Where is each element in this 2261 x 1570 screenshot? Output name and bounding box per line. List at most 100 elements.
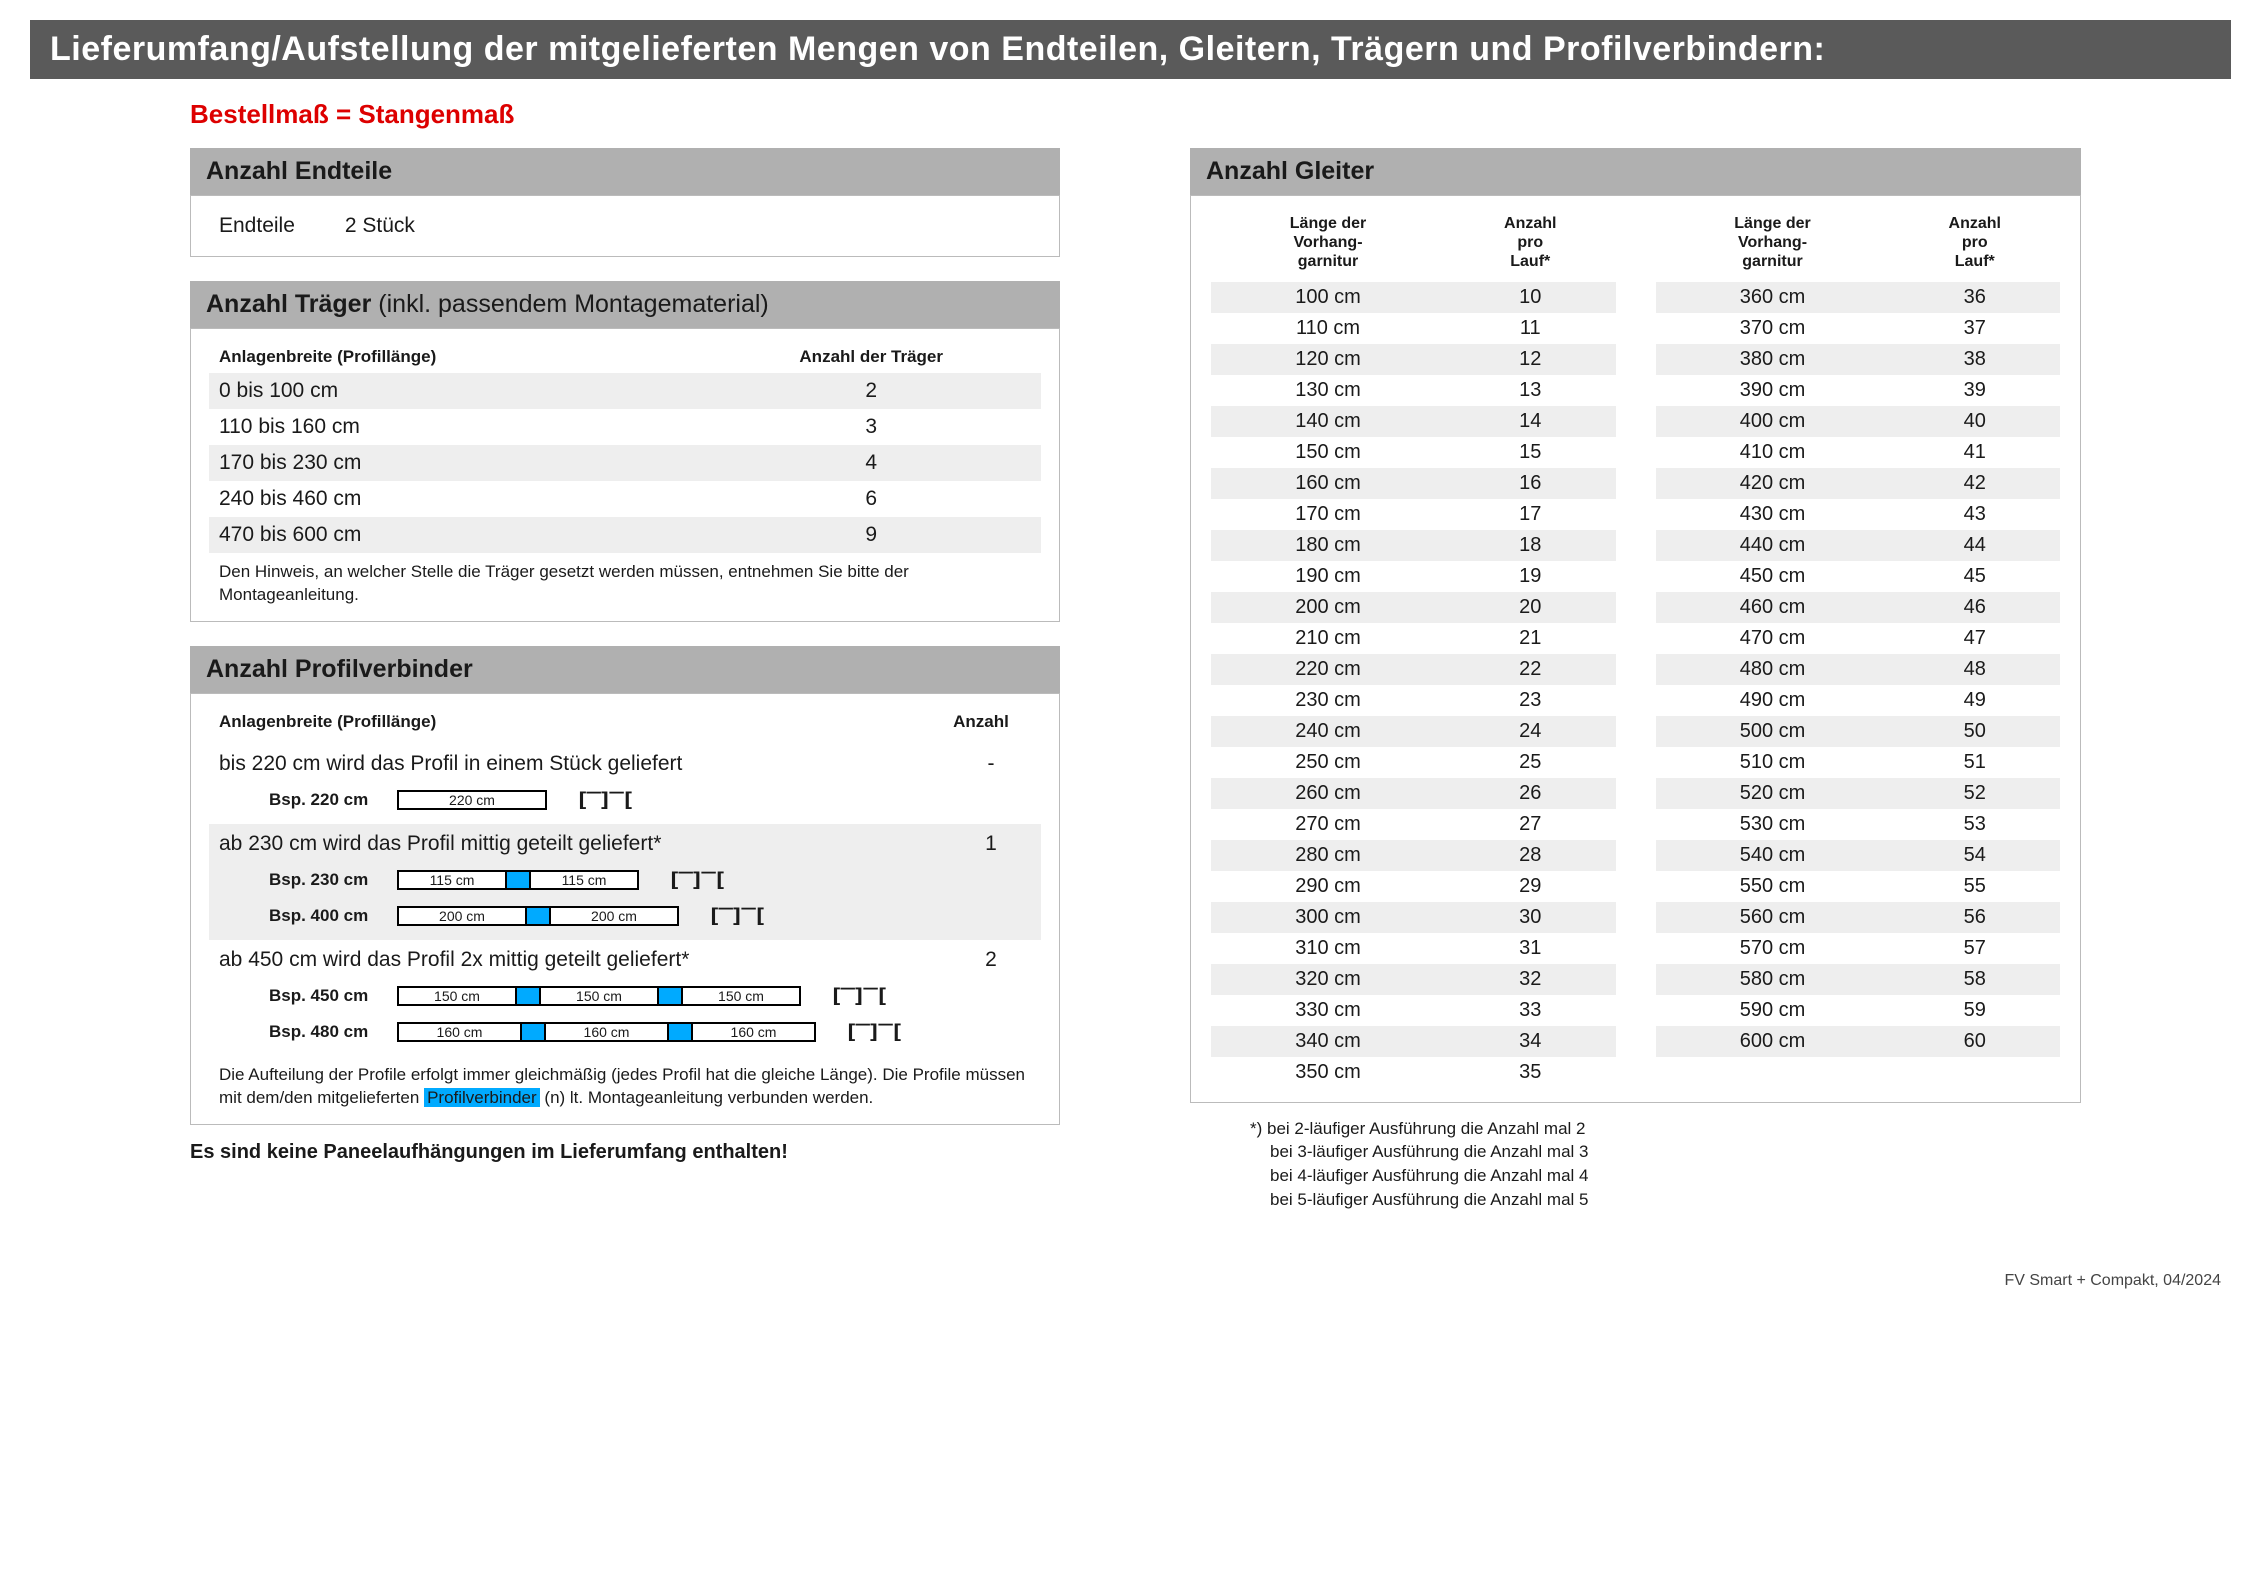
cell-length: 440 cm: [1656, 530, 1890, 561]
table-row: 260 cm26: [1211, 778, 1616, 809]
cell-length: 140 cm: [1211, 406, 1445, 437]
cell-length: 330 cm: [1211, 995, 1445, 1026]
table-row: 230 cm23: [1211, 685, 1616, 716]
table-row: 470 cm47: [1656, 623, 2061, 654]
profil-note-post: (n) lt. Montageanleitung verbunden werde…: [544, 1088, 873, 1107]
profil-segment: 160 cm: [544, 1022, 669, 1042]
cell-count: 50: [1890, 716, 2061, 747]
cell-range: 470 bis 600 cm: [209, 517, 701, 553]
profil-group-head: ab 230 cm wird das Profil mittig geteilt…: [219, 832, 661, 856]
cell-count: 13: [1445, 375, 1616, 406]
cell-length: 100 cm: [1211, 282, 1445, 313]
profil-group: bis 220 cm wird das Profil in einem Stüc…: [209, 744, 1041, 824]
profil-segment: 150 cm: [681, 986, 801, 1006]
table-row: 480 cm48: [1656, 654, 2061, 685]
cell-count: 27: [1445, 809, 1616, 840]
cell-count: 46: [1890, 592, 2061, 623]
profil-example: Bsp. 230 cm115 cm115 cm[‾]‾[: [219, 862, 1031, 898]
profil-segment: 150 cm: [539, 986, 659, 1006]
cell-count: 23: [1445, 685, 1616, 716]
cell-count: 53: [1890, 809, 2061, 840]
endteile-header: Anzahl Endteile: [190, 148, 1060, 195]
cell-count: 35: [1445, 1057, 1616, 1088]
table-row: 240 cm24: [1211, 716, 1616, 747]
profil-example-label: Bsp. 400 cm: [269, 906, 379, 926]
cell-count: 22: [1445, 654, 1616, 685]
cell-count: 45: [1890, 561, 2061, 592]
gleiter-table-left: Länge der Vorhang- garnitur Anzahl pro L…: [1211, 210, 1616, 1088]
cell-length: 340 cm: [1211, 1026, 1445, 1057]
cell-count: 21: [1445, 623, 1616, 654]
profil-segment: 150 cm: [397, 986, 517, 1006]
bracket-icon: [‾]‾[: [667, 869, 724, 891]
cell-length: 530 cm: [1656, 809, 1890, 840]
cell-range: 170 bis 230 cm: [209, 445, 701, 481]
table-row: 170 bis 230 cm4: [209, 445, 1041, 481]
table-row: 580 cm58: [1656, 964, 2061, 995]
cell-count: 17: [1445, 499, 1616, 530]
connector-icon: [527, 906, 549, 926]
profil-group: ab 230 cm wird das Profil mittig geteilt…: [209, 824, 1041, 940]
profil-col1: Anlagenbreite (Profillänge): [209, 706, 921, 738]
cell-length: 260 cm: [1211, 778, 1445, 809]
cell-length: 420 cm: [1656, 468, 1890, 499]
connector-icon: [507, 870, 529, 890]
table-row: 170 cm17: [1211, 499, 1616, 530]
bracket-icon: [‾]‾[: [844, 1021, 901, 1043]
cell-length: 370 cm: [1656, 313, 1890, 344]
cell-count: 2: [701, 373, 1041, 409]
cell-count: 14: [1445, 406, 1616, 437]
cell-count: 32: [1445, 964, 1616, 995]
cell-count: 31: [1445, 933, 1616, 964]
gleiter-col2-header: Anzahl pro Lauf*: [1445, 210, 1616, 282]
cell-count: 12: [1445, 344, 1616, 375]
table-row: 250 cm25: [1211, 747, 1616, 778]
profil-example: Bsp. 480 cm160 cm160 cm160 cm[‾]‾[: [219, 1014, 1031, 1050]
cell-length: 270 cm: [1211, 809, 1445, 840]
cell-length: 240 cm: [1211, 716, 1445, 747]
endteile-box: Endteile 2 Stück: [190, 195, 1060, 257]
cell-length: 160 cm: [1211, 468, 1445, 499]
connector-icon: [669, 1022, 691, 1042]
cell-count: 47: [1890, 623, 2061, 654]
cell-count: 18: [1445, 530, 1616, 561]
traeger-table: Anlagenbreite (Profillänge) Anzahl der T…: [209, 341, 1041, 553]
table-row: 130 cm13: [1211, 375, 1616, 406]
cell-count: 28: [1445, 840, 1616, 871]
table-row: 540 cm54: [1656, 840, 2061, 871]
profil-group-count: 2: [951, 948, 1031, 972]
table-row: 420 cm42: [1656, 468, 2061, 499]
no-panel-note: Es sind keine Paneelaufhängungen im Lief…: [190, 1141, 1060, 1164]
profil-group-count: 1: [951, 832, 1031, 856]
cell-count: 6: [701, 481, 1041, 517]
profil-bar: 220 cm: [397, 788, 547, 812]
cell-count: 15: [1445, 437, 1616, 468]
connector-icon: [522, 1022, 544, 1042]
profil-group-count: -: [951, 752, 1031, 776]
cell-length: 580 cm: [1656, 964, 1890, 995]
table-row: 290 cm29: [1211, 871, 1616, 902]
profil-note-highlight: Profilverbinder: [424, 1088, 540, 1107]
table-row: 200 cm20: [1211, 592, 1616, 623]
gleiter-col1-header: Länge der Vorhang- garnitur: [1211, 210, 1445, 282]
cell-count: 9: [701, 517, 1041, 553]
profil-segment: 160 cm: [397, 1022, 522, 1042]
table-row: 450 cm45: [1656, 561, 2061, 592]
gleiter-col1-header-r: Länge der Vorhang- garnitur: [1656, 210, 1890, 282]
profil-bar: 115 cm115 cm: [397, 868, 639, 892]
table-row: 120 cm12: [1211, 344, 1616, 375]
table-row: 500 cm50: [1656, 716, 2061, 747]
cell-count: 49: [1890, 685, 2061, 716]
gleiter-note: *) bei 2-läufiger Ausführung die Anzahl …: [1190, 1117, 2081, 1212]
cell-count: 24: [1445, 716, 1616, 747]
table-row: 320 cm32: [1211, 964, 1616, 995]
cell-count: 33: [1445, 995, 1616, 1026]
cell-length: 470 cm: [1656, 623, 1890, 654]
gleiter-header: Anzahl Gleiter: [1190, 148, 2081, 195]
connector-icon: [517, 986, 539, 1006]
profil-example: Bsp. 450 cm150 cm150 cm150 cm[‾]‾[: [219, 978, 1031, 1014]
table-row: 310 cm31: [1211, 933, 1616, 964]
cell-length: 280 cm: [1211, 840, 1445, 871]
cell-count: 41: [1890, 437, 2061, 468]
table-row: 400 cm40: [1656, 406, 2061, 437]
